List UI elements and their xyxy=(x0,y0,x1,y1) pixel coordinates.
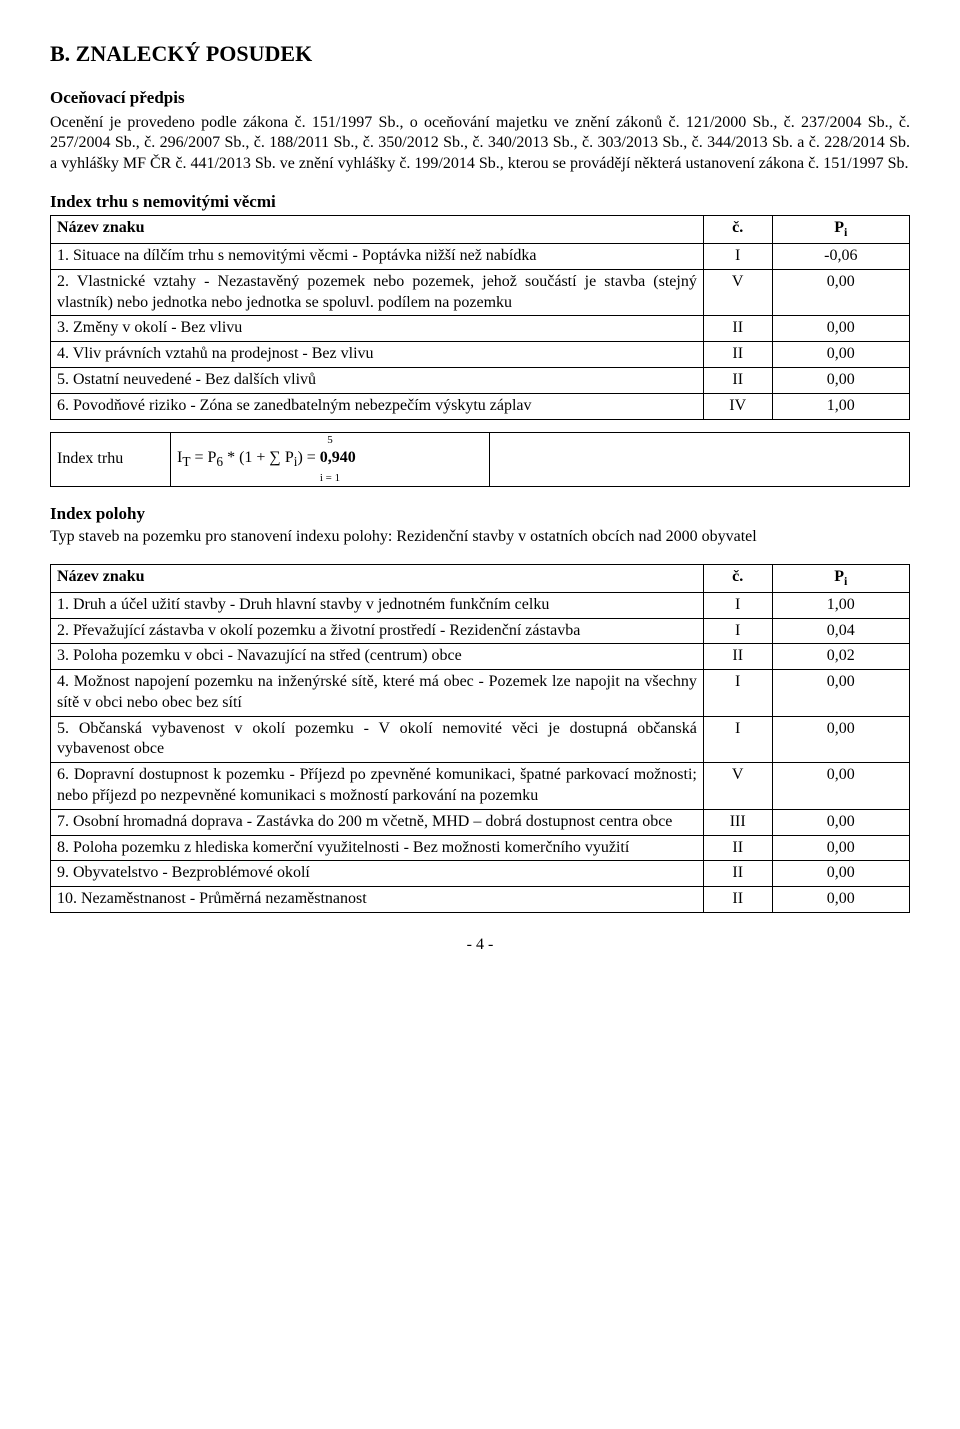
cell-p: 0,00 xyxy=(772,316,909,342)
cell-p: 0,00 xyxy=(772,367,909,393)
col-c-header: č. xyxy=(703,564,772,592)
table-row: 2. Vlastnické vztahy - Nezastavěný pozem… xyxy=(51,269,910,316)
formula-label: Index trhu xyxy=(51,432,171,487)
table-index-trhu: Název znaku č. Pi 1. Situace na dílčím t… xyxy=(50,215,910,419)
table-row: 3. Poloha pozemku v obci - Navazující na… xyxy=(51,644,910,670)
cell-p: 0,00 xyxy=(772,835,909,861)
cell-name: 3. Poloha pozemku v obci - Navazující na… xyxy=(51,644,704,670)
col-c-header: č. xyxy=(703,216,772,244)
cell-name: 5. Občanská vybavenost v okolí pozemku -… xyxy=(51,716,704,763)
cell-p: 0,00 xyxy=(772,809,909,835)
cell-p: 0,00 xyxy=(772,716,909,763)
page-title: B. ZNALECKÝ POSUDEK xyxy=(50,40,910,69)
cell-name: 2. Převažující zástavba v okolí pozemku … xyxy=(51,618,704,644)
col-name-header: Název znaku xyxy=(51,564,704,592)
cell-p: 0,00 xyxy=(772,670,909,717)
cell-c: I xyxy=(703,618,772,644)
cell-c: I xyxy=(703,670,772,717)
cell-p: 1,00 xyxy=(772,592,909,618)
cell-name: 6. Povodňové riziko - Zóna se zanedbatel… xyxy=(51,393,704,419)
cell-c: I xyxy=(703,243,772,269)
table-row: 9. Obyvatelstvo - Bezproblémové okolíII0… xyxy=(51,861,910,887)
table-header-row: Název znaku č. Pi xyxy=(51,564,910,592)
table-row: 8. Poloha pozemku z hlediska komerční vy… xyxy=(51,835,910,861)
cell-name: 7. Osobní hromadná doprava - Zastávka do… xyxy=(51,809,704,835)
formula-index-trhu: Index trhu 5 IT = P6 * (1 + ∑ Pi) = 0,94… xyxy=(50,432,910,488)
cell-p: 0,00 xyxy=(772,763,909,810)
cell-c: V xyxy=(703,763,772,810)
cell-name: 4. Vliv právních vztahů na prodejnost - … xyxy=(51,342,704,368)
cell-p: 1,00 xyxy=(772,393,909,419)
cell-c: IV xyxy=(703,393,772,419)
cell-c: II xyxy=(703,887,772,913)
cell-c: II xyxy=(703,835,772,861)
formula-spacer xyxy=(490,432,910,487)
cell-p: 0,04 xyxy=(772,618,909,644)
cell-name: 5. Ostatní neuvedené - Bez dalších vlivů xyxy=(51,367,704,393)
cell-name: 8. Poloha pozemku z hlediska komerční vy… xyxy=(51,835,704,861)
table-row: 4. Vliv právních vztahů na prodejnost - … xyxy=(51,342,910,368)
cell-name: 4. Možnost napojení pozemku na inženýrsk… xyxy=(51,670,704,717)
cell-c: II xyxy=(703,644,772,670)
table1-heading: Index trhu s nemovitými věcmi xyxy=(50,191,910,213)
cell-c: II xyxy=(703,316,772,342)
cell-name: 2. Vlastnické vztahy - Nezastavěný pozem… xyxy=(51,269,704,316)
cell-p: 0,00 xyxy=(772,269,909,316)
cell-c: II xyxy=(703,861,772,887)
index-polohy-heading: Index polohy xyxy=(50,503,910,525)
cell-name: 3. Změny v okolí - Bez vlivu xyxy=(51,316,704,342)
cell-c: II xyxy=(703,367,772,393)
page-footer: - 4 - xyxy=(50,935,910,956)
cell-c: II xyxy=(703,342,772,368)
table-row: 5. Občanská vybavenost v okolí pozemku -… xyxy=(51,716,910,763)
cell-p: 0,00 xyxy=(772,887,909,913)
section-heading: Oceňovací předpis xyxy=(50,87,910,109)
table-row: 10. Nezaměstnanost - Průměrná nezaměstna… xyxy=(51,887,910,913)
table-index-polohy: Název znaku č. Pi 1. Druh a účel užití s… xyxy=(50,564,910,913)
table-header-row: Název znaku č. Pi xyxy=(51,216,910,244)
table-row: 4. Možnost napojení pozemku na inženýrsk… xyxy=(51,670,910,717)
cell-p: 0,00 xyxy=(772,342,909,368)
cell-c: V xyxy=(703,269,772,316)
cell-name: 1. Situace na dílčím trhu s nemovitými v… xyxy=(51,243,704,269)
col-p-header: Pi xyxy=(772,564,909,592)
table-row: 5. Ostatní neuvedené - Bez dalších vlivů… xyxy=(51,367,910,393)
cell-p: 0,00 xyxy=(772,861,909,887)
cell-name: 10. Nezaměstnanost - Průměrná nezaměstna… xyxy=(51,887,704,913)
cell-name: 9. Obyvatelstvo - Bezproblémové okolí xyxy=(51,861,704,887)
formula-sum-bottom: i = 1 xyxy=(171,471,490,487)
formula-expression: IT = P6 * (1 + ∑ Pi) = 0,940 xyxy=(171,448,490,471)
table-row: 6. Povodňové riziko - Zóna se zanedbatel… xyxy=(51,393,910,419)
cell-name: 1. Druh a účel užití stavby - Druh hlavn… xyxy=(51,592,704,618)
cell-p: 0,02 xyxy=(772,644,909,670)
table-row: 1. Situace na dílčím trhu s nemovitými v… xyxy=(51,243,910,269)
index-polohy-text: Typ staveb na pozemku pro stanovení inde… xyxy=(50,527,910,548)
col-p-header: Pi xyxy=(772,216,909,244)
cell-name: 6. Dopravní dostupnost k pozemku - Příje… xyxy=(51,763,704,810)
table-row: 2. Převažující zástavba v okolí pozemku … xyxy=(51,618,910,644)
cell-c: III xyxy=(703,809,772,835)
table-row: 6. Dopravní dostupnost k pozemku - Příje… xyxy=(51,763,910,810)
table-row: 7. Osobní hromadná doprava - Zastávka do… xyxy=(51,809,910,835)
cell-c: I xyxy=(703,716,772,763)
section-text: Ocenění je provedeno podle zákona č. 151… xyxy=(50,113,910,175)
cell-c: I xyxy=(703,592,772,618)
table-row: 3. Změny v okolí - Bez vlivuII0,00 xyxy=(51,316,910,342)
table-row: 1. Druh a účel užití stavby - Druh hlavn… xyxy=(51,592,910,618)
cell-p: -0,06 xyxy=(772,243,909,269)
col-name-header: Název znaku xyxy=(51,216,704,244)
formula-sum-top: 5 xyxy=(171,432,490,448)
